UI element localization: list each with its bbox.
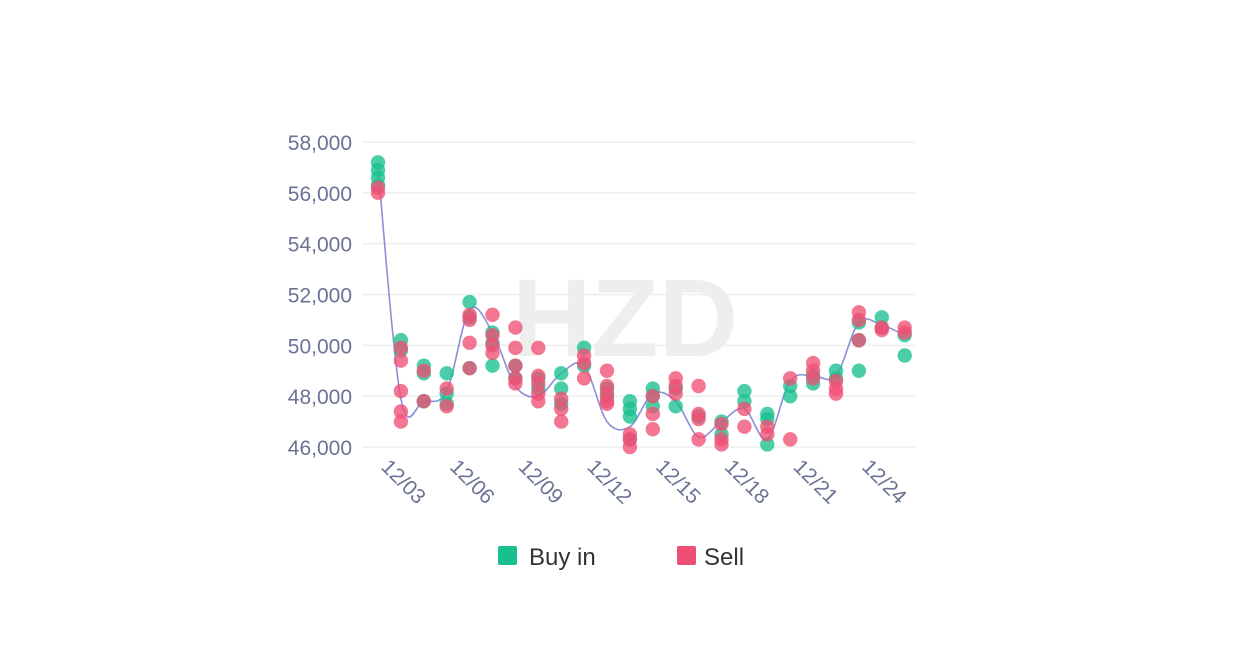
point-sell[interactable] (851, 312, 867, 328)
legend-swatch-buy-in (498, 546, 517, 565)
y-tick-label: 48,000 (288, 386, 352, 409)
point-buy-in[interactable] (851, 363, 867, 378)
y-tick-label: 56,000 (288, 183, 352, 206)
point-sell[interactable] (485, 345, 500, 361)
x-tick-label: 12/24 (857, 455, 911, 509)
point-sell[interactable] (760, 427, 775, 442)
point-sell[interactable] (393, 340, 409, 356)
point-sell[interactable] (508, 376, 523, 391)
point-sell[interactable] (851, 333, 867, 348)
grid-lines (362, 141, 915, 448)
point-sell[interactable] (576, 371, 592, 386)
point-buy-in[interactable] (462, 294, 477, 310)
point-buy-in[interactable] (622, 409, 638, 424)
legend-label-buy-in: Buy in (529, 544, 596, 571)
point-sell[interactable] (554, 401, 569, 417)
point-sell[interactable] (531, 394, 546, 409)
point-sell[interactable] (393, 353, 409, 368)
point-sell[interactable] (645, 388, 660, 404)
point-sell[interactable] (874, 322, 889, 338)
y-tick-label: 50,000 (288, 335, 352, 358)
point-sell[interactable] (462, 361, 477, 376)
point-sell[interactable] (622, 439, 638, 455)
point-sell[interactable] (554, 414, 569, 429)
point-sell[interactable] (508, 358, 523, 373)
y-tick-label: 54,000 (288, 234, 352, 257)
point-sell[interactable] (576, 355, 592, 371)
point-sell[interactable] (714, 437, 729, 452)
x-tick-label: 12/18 (720, 455, 773, 508)
point-buy-in[interactable] (783, 388, 798, 404)
x-tick-label: 12/06 (445, 455, 498, 508)
x-tick-label: 12/21 (789, 455, 842, 508)
point-sell[interactable] (508, 320, 523, 335)
point-sell[interactable] (691, 411, 706, 427)
point-sell[interactable] (370, 185, 386, 201)
x-tick-label: 12/03 (376, 455, 429, 508)
point-sell[interactable] (439, 399, 454, 414)
point-buy-in[interactable] (554, 366, 569, 381)
legend-label-sell: Sell (704, 544, 744, 571)
point-sell[interactable] (737, 419, 752, 434)
point-sell[interactable] (714, 416, 729, 432)
data-points (370, 155, 912, 455)
point-buy-in[interactable] (485, 358, 500, 373)
point-sell[interactable] (508, 340, 523, 356)
x-axis: 12/03 12/06 12/09 12/12 12/15 12/18 12/21 12/24 (376, 455, 911, 509)
legend-item-sell[interactable]: Sell (677, 544, 744, 571)
point-sell[interactable] (691, 432, 706, 447)
watermark: HZD (512, 257, 738, 380)
point-sell[interactable] (645, 422, 660, 437)
point-sell[interactable] (393, 404, 409, 419)
point-sell[interactable] (462, 312, 477, 328)
legend: Buy in Sell (498, 544, 744, 571)
y-tick-label: 46,000 (288, 437, 352, 460)
point-sell[interactable] (897, 325, 912, 340)
point-sell[interactable] (737, 401, 752, 417)
point-buy-in[interactable] (897, 348, 912, 363)
point-sell[interactable] (439, 381, 454, 396)
point-sell[interactable] (691, 378, 706, 394)
y-tick-label: 58,000 (288, 132, 352, 155)
point-buy-in[interactable] (439, 366, 454, 381)
point-sell[interactable] (485, 307, 500, 323)
point-buy-in[interactable] (874, 310, 889, 325)
point-sell[interactable] (783, 432, 798, 447)
point-sell[interactable] (599, 396, 615, 411)
point-sell[interactable] (645, 406, 660, 422)
point-sell[interactable] (393, 414, 409, 429)
x-tick-label: 12/12 (583, 455, 636, 508)
point-sell[interactable] (805, 371, 821, 386)
point-buy-in[interactable] (668, 399, 683, 414)
legend-swatch-sell (677, 546, 696, 565)
point-buy-in[interactable] (554, 381, 569, 396)
point-sell[interactable] (554, 391, 569, 406)
y-tick-label: 52,000 (288, 285, 352, 308)
point-sell[interactable] (416, 394, 431, 409)
x-tick-label: 12/09 (514, 455, 567, 508)
y-axis: 46,000 48,000 50,000 52,000 54,000 56,000 58,0… (288, 132, 352, 460)
point-sell[interactable] (783, 371, 798, 386)
point-sell[interactable] (599, 363, 615, 378)
point-buy-in[interactable] (760, 437, 775, 452)
point-buy-in[interactable] (737, 383, 752, 399)
point-sell[interactable] (668, 386, 683, 401)
point-sell[interactable] (485, 327, 500, 343)
point-sell[interactable] (828, 386, 844, 401)
legend-item-buy-in[interactable]: Buy in (498, 544, 596, 571)
point-sell[interactable] (531, 340, 546, 356)
point-sell[interactable] (416, 363, 431, 378)
point-sell[interactable] (462, 335, 477, 350)
point-sell[interactable] (393, 383, 409, 399)
point-sell[interactable] (531, 376, 546, 391)
x-tick-label: 12/15 (651, 455, 704, 508)
